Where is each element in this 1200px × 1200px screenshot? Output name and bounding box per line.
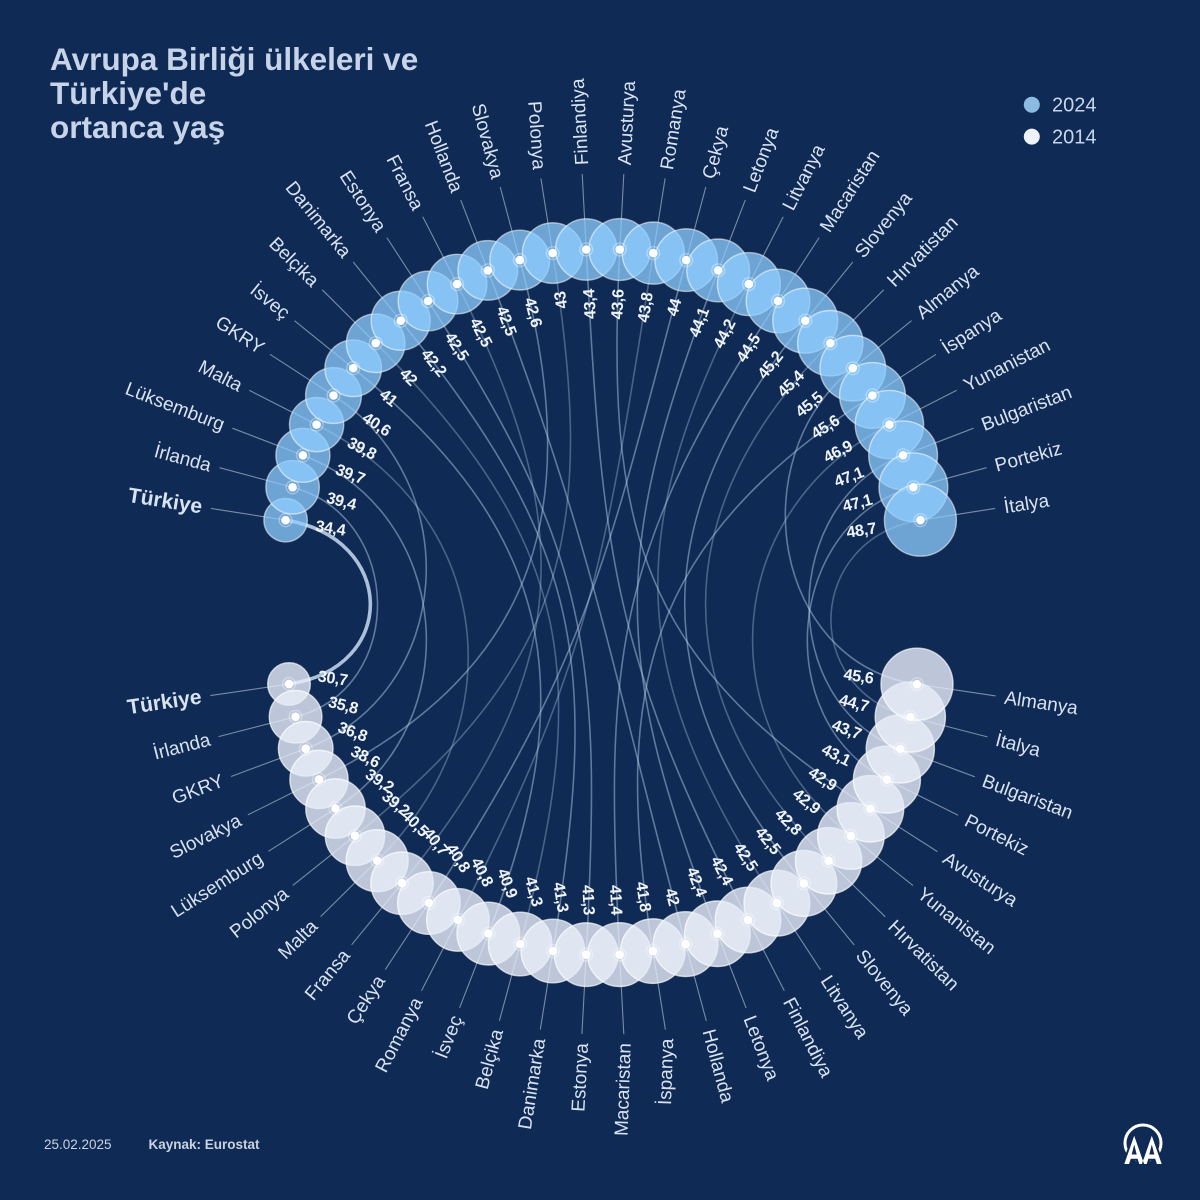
svg-text:Avrupa Birliği ülkeleri ve: Avrupa Birliği ülkeleri ve: [50, 41, 418, 77]
svg-text:Kaynak: Eurostat: Kaynak: Eurostat: [149, 1137, 261, 1152]
svg-text:45,6: 45,6: [842, 665, 875, 687]
svg-text:Avusturya: Avusturya: [615, 80, 640, 166]
svg-text:Macaristan: Macaristan: [612, 1043, 636, 1137]
svg-text:41,8: 41,8: [632, 880, 655, 913]
svg-text:41,4: 41,4: [606, 885, 626, 916]
svg-text:Finlandiya: Finlandiya: [568, 78, 594, 166]
svg-text:43: 43: [551, 290, 572, 310]
svg-text:43,4: 43,4: [580, 288, 600, 319]
svg-text:30,7: 30,7: [317, 667, 350, 689]
svg-text:43,6: 43,6: [608, 289, 628, 320]
svg-text:Türkiye'de: Türkiye'de: [50, 75, 206, 111]
svg-text:İspanya: İspanya: [655, 1038, 678, 1106]
svg-text:2024: 2024: [1052, 95, 1097, 117]
svg-text:Estonya: Estonya: [568, 1042, 593, 1112]
svg-text:42: 42: [661, 886, 683, 908]
svg-text:Polonya: Polonya: [523, 100, 549, 170]
svg-text:48,7: 48,7: [845, 519, 878, 542]
svg-text:44: 44: [664, 297, 686, 319]
svg-text:41,3: 41,3: [578, 885, 598, 916]
svg-text:ortanca yaş: ortanca yaş: [50, 109, 225, 145]
svg-text:43,8: 43,8: [634, 291, 657, 324]
svg-text:34,4: 34,4: [314, 517, 347, 540]
svg-text:41,3: 41,3: [549, 881, 572, 914]
svg-text:2014: 2014: [1052, 127, 1097, 149]
svg-text:25.02.2025: 25.02.2025: [44, 1137, 112, 1152]
